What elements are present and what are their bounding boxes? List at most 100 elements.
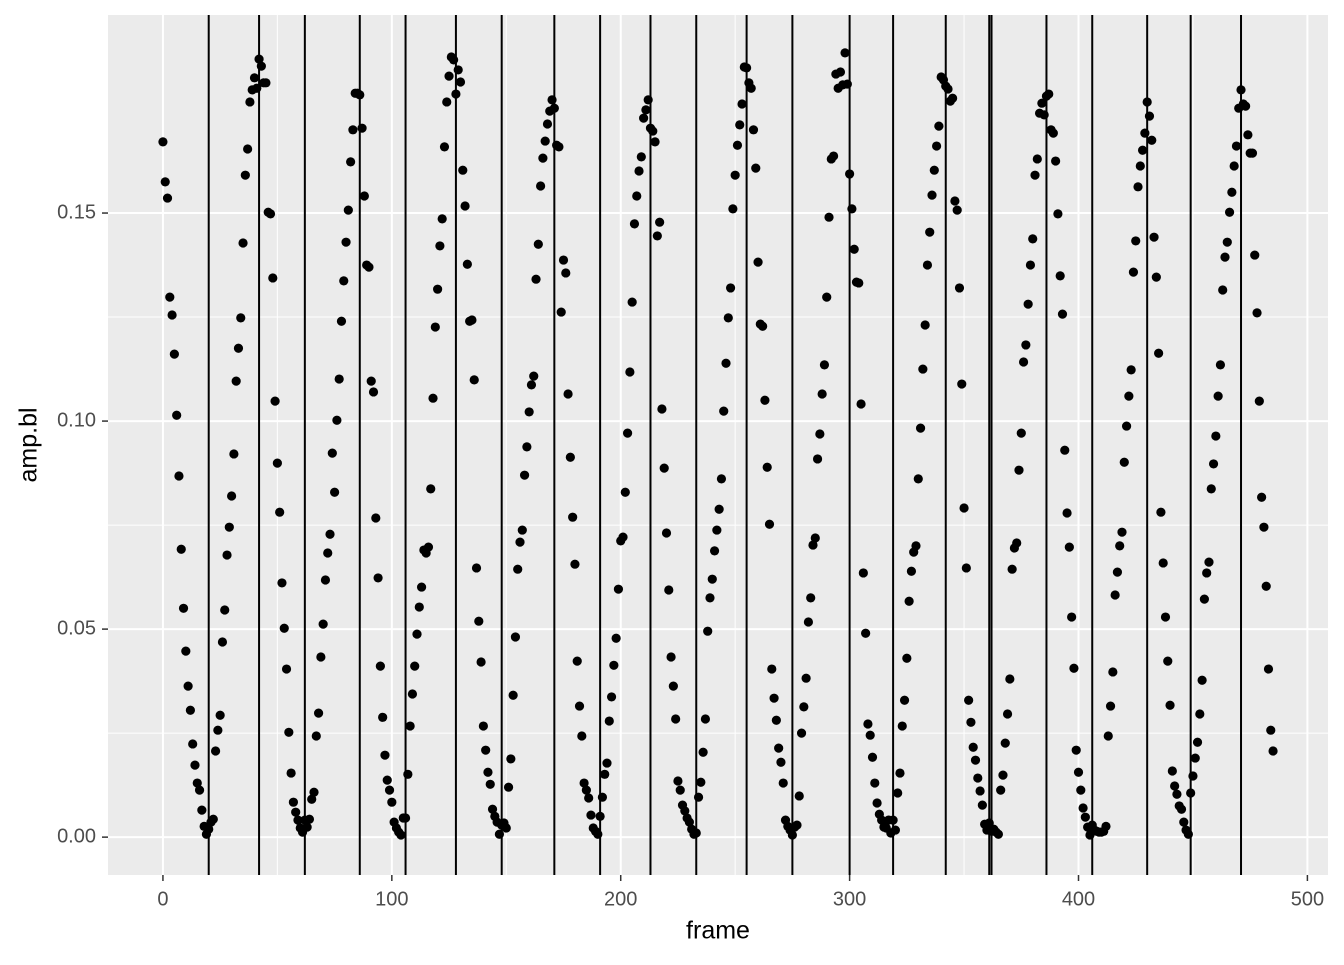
point: [696, 777, 706, 787]
point: [268, 273, 278, 283]
point: [856, 399, 866, 409]
point: [675, 785, 685, 795]
point: [469, 375, 479, 385]
point: [476, 657, 486, 667]
x-tick-label: 500: [1291, 888, 1324, 910]
point: [325, 529, 335, 539]
point: [968, 742, 978, 752]
point: [183, 681, 193, 691]
point: [764, 519, 775, 529]
point: [172, 410, 182, 420]
point: [705, 593, 715, 603]
point: [819, 360, 830, 370]
point: [659, 463, 669, 473]
point: [872, 798, 882, 808]
point: [1124, 391, 1134, 401]
point: [1119, 457, 1129, 467]
point: [291, 807, 301, 817]
point: [181, 646, 191, 656]
point: [1229, 161, 1239, 171]
point: [634, 166, 644, 176]
point: [190, 760, 200, 770]
point: [1069, 663, 1079, 673]
point: [478, 721, 488, 731]
point: [162, 193, 173, 203]
point: [700, 714, 711, 724]
point: [728, 204, 738, 214]
point: [279, 623, 289, 633]
point: [684, 817, 694, 827]
point: [627, 297, 637, 307]
point: [758, 321, 768, 331]
point: [286, 768, 296, 778]
point: [222, 550, 232, 560]
point: [197, 805, 207, 815]
point: [265, 209, 276, 219]
point: [954, 283, 965, 293]
point: [474, 616, 484, 626]
point: [1240, 101, 1251, 111]
point: [639, 113, 649, 123]
point: [746, 83, 756, 93]
point: [531, 274, 541, 284]
point: [1151, 272, 1161, 282]
point: [506, 754, 516, 764]
point: [641, 105, 651, 115]
point: [762, 462, 772, 472]
point: [709, 546, 720, 556]
point: [1064, 542, 1074, 552]
point: [503, 782, 514, 792]
point: [435, 241, 445, 251]
point: [604, 716, 614, 726]
x-tick-label: 0: [157, 888, 168, 910]
point: [801, 673, 811, 683]
point: [1257, 492, 1267, 502]
point: [481, 745, 491, 755]
point: [1023, 299, 1033, 309]
point: [952, 205, 962, 215]
x-axis-title: frame: [686, 917, 750, 945]
point: [1268, 746, 1278, 756]
point: [536, 181, 546, 191]
point: [849, 244, 859, 254]
y-tick-label: 0.05: [57, 617, 96, 639]
point: [959, 503, 969, 513]
point: [716, 474, 727, 484]
point: [957, 379, 967, 389]
point: [1000, 738, 1010, 748]
point: [806, 593, 816, 603]
point: [1199, 594, 1209, 604]
point: [920, 320, 930, 330]
point: [1121, 421, 1132, 431]
point: [815, 429, 825, 439]
point: [1128, 267, 1139, 277]
point: [416, 582, 427, 592]
point: [1170, 781, 1180, 791]
point: [822, 292, 832, 302]
point: [428, 393, 438, 403]
point: [584, 793, 594, 803]
point: [1172, 789, 1182, 799]
point: [998, 770, 1008, 780]
point: [1028, 234, 1038, 244]
point: [1030, 170, 1040, 180]
point: [275, 507, 285, 517]
point: [904, 596, 914, 606]
point: [1108, 667, 1118, 677]
point: [1062, 508, 1072, 518]
point: [538, 153, 548, 163]
point: [835, 67, 846, 77]
point: [824, 212, 834, 222]
point: [371, 513, 381, 523]
point: [455, 77, 466, 87]
point: [561, 268, 571, 278]
point: [1051, 156, 1061, 166]
point: [1021, 340, 1031, 350]
point: [304, 814, 315, 824]
point: [387, 797, 397, 807]
point: [444, 71, 454, 81]
point: [1167, 766, 1177, 776]
point: [906, 566, 917, 576]
point: [229, 449, 239, 459]
